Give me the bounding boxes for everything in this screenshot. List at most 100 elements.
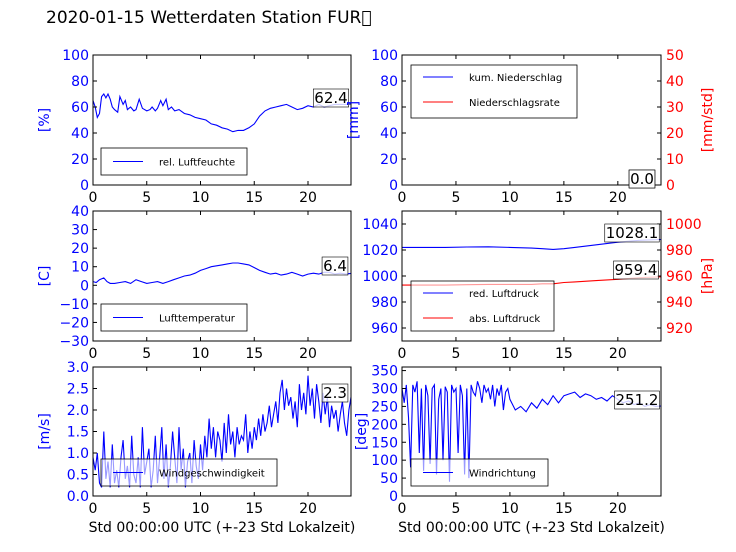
y2-tick-label: 40 [666, 74, 684, 90]
y-tick-label: −30 [59, 334, 89, 350]
legend-label: red. Luftdruck [469, 289, 539, 300]
x-tick-label: 15 [245, 501, 263, 517]
legend-box [410, 280, 555, 332]
legend-label: kum. Niederschlag [469, 73, 562, 84]
x-tick-label: 10 [501, 501, 519, 517]
y-tick-label: −10 [59, 297, 89, 313]
y-axis-label: [%] [37, 108, 53, 132]
x-tick-label: 0 [398, 190, 407, 206]
y2-tick-label: 50 [666, 48, 684, 64]
y-tick-label: 1000 [362, 269, 398, 285]
chart-pressure: 0 5 10 15 20 960 980 1000 1020 1040 920 940 960 980 10… [362, 210, 716, 362]
y-tick-label: 980 [371, 295, 398, 311]
x-tick-label: 5 [451, 190, 460, 206]
y-axis-label: [C] [37, 266, 53, 287]
y2-axis-label: [mm/std] [700, 88, 716, 153]
y-tick-label: 40 [71, 126, 89, 142]
last-value-label: 1028.1 [606, 224, 659, 242]
last-value-box [628, 169, 656, 189]
series-line-temperature-0 [93, 262, 351, 285]
y2-tick-label: 0 [666, 178, 675, 194]
chart-wind_speed: 0 5 10 15 20 0.0 0.5 1.0 1.5 2.0 2.5 3.0 [m/s] Windge… [37, 360, 352, 517]
x-tick-label: 0 [398, 346, 407, 362]
y-tick-label: 0.5 [67, 468, 89, 484]
y2-tick-label: 960 [666, 269, 693, 285]
chart-humidity: 0 5 10 15 20 0 20 40 60 80 100 [%] rel. Luftfeuchte 6… [37, 48, 352, 206]
x-tick-label: 10 [192, 501, 210, 517]
last-value-box [613, 260, 659, 280]
x-axis-label: Std 00:00:00 UTC (+-23 Std Lokalzeit) [398, 520, 665, 536]
last-value-box [312, 88, 350, 108]
chart-precipitation: 0 5 10 15 20 0 20 40 60 80 100 0 10 20 30 40 50 [mm] [mm/s… [346, 48, 716, 206]
y-tick-label: −20 [59, 315, 89, 331]
y2-axis-label: [hPa] [700, 258, 716, 294]
x-tick-label: 15 [555, 190, 573, 206]
last-value-label: 959.4 [615, 261, 658, 279]
y2-tick-label: 1000 [666, 217, 702, 233]
last-value-label: 6.4 [323, 257, 347, 275]
x-tick-label: 5 [451, 501, 460, 517]
y-tick-label: 30 [71, 223, 89, 239]
series-line-pressure-0 [402, 238, 661, 250]
y-tick-label: 350 [371, 364, 398, 380]
y2-tick-label: 940 [666, 295, 693, 311]
y2-tick-label: 10 [666, 152, 684, 168]
x-tick-label: 10 [501, 346, 519, 362]
y-tick-label: 0 [389, 489, 398, 505]
page-title: 2020-01-15 Wetterdaten Station FUR  [46, 8, 372, 28]
y-tick-label: 50 [380, 471, 398, 487]
legend-label: Lufttemperatur [159, 314, 236, 325]
last-value-box [321, 256, 349, 276]
y-tick-label: 150 [371, 435, 398, 451]
plot-frame [401, 366, 662, 497]
y-tick-label: 80 [380, 74, 398, 90]
y-tick-label: 1.0 [67, 446, 89, 462]
x-tick-label: 20 [299, 501, 317, 517]
y2-tick-label: 20 [666, 126, 684, 142]
legend-label: abs. Luftdruck [469, 314, 540, 325]
chart-wind_direction: 0 5 10 15 20050100150200250300350[deg]Windri… [354, 364, 662, 517]
plot-frame [92, 54, 352, 186]
x-tick-label: 20 [609, 190, 627, 206]
x-tick-label: 0 [89, 501, 98, 517]
y-tick-label: 0 [80, 278, 89, 294]
last-value-label: 251.2 [616, 391, 659, 409]
y2-tick-label: 980 [666, 243, 693, 259]
x-tick-label: 5 [451, 346, 460, 362]
y-tick-label: 1040 [362, 217, 398, 233]
x-tick-label: 15 [555, 346, 573, 362]
x-tick-label: 0 [89, 346, 98, 362]
legend-label: Windrichtung [469, 469, 536, 480]
y-tick-label: 60 [71, 100, 89, 116]
legend-label: Windgeschwindigkeit [159, 469, 265, 480]
x-tick-label: 20 [609, 501, 627, 517]
x-tick-label: 0 [398, 501, 407, 517]
last-value-box [321, 383, 349, 403]
last-value-label: 2.3 [323, 384, 347, 402]
y-tick-label: 250 [371, 399, 398, 415]
y-axis-label: [mm] [346, 101, 362, 139]
y-tick-label: 10 [71, 260, 89, 276]
y-tick-label: 40 [71, 204, 89, 220]
y-tick-label: 200 [371, 417, 398, 433]
x-tick-label: 10 [192, 190, 210, 206]
y-tick-label: 2.5 [67, 382, 89, 398]
plot-frame [92, 210, 352, 342]
y-tick-label: 20 [71, 241, 89, 257]
y-tick-label: 100 [62, 48, 89, 64]
y-tick-label: 60 [380, 100, 398, 116]
y2-tick-label: 30 [666, 100, 684, 116]
x-tick-label: 10 [501, 190, 519, 206]
x-tick-label: 10 [192, 346, 210, 362]
x-tick-label: 15 [245, 190, 263, 206]
x-tick-label: 20 [609, 346, 627, 362]
y-tick-label: 0 [80, 178, 89, 194]
x-tick-label: 0 [89, 190, 98, 206]
y-tick-label: 1.5 [67, 425, 89, 441]
x-tick-label: 5 [142, 501, 151, 517]
x-tick-label: 20 [299, 346, 317, 362]
last-value-box [614, 390, 660, 410]
last-value-label: 0.0 [630, 170, 654, 188]
x-tick-label: 15 [555, 501, 573, 517]
